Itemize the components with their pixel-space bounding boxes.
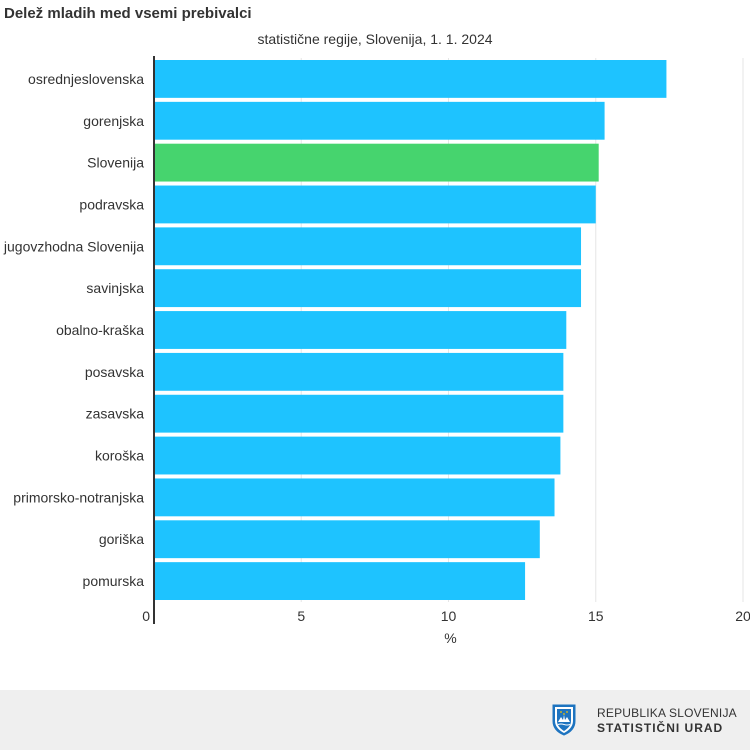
category-label: koroška	[95, 448, 144, 464]
bar	[154, 269, 582, 308]
chart-title: Delež mladih med vsemi prebivalci	[4, 5, 252, 22]
category-label: Slovenija	[87, 155, 144, 171]
bar	[154, 227, 582, 266]
category-label: primorsko-notranjska	[13, 489, 144, 505]
category-label: posavska	[85, 364, 144, 380]
category-label: zasavska	[86, 406, 145, 422]
x-tick-label: 15	[588, 608, 604, 624]
x-axis-label: %	[444, 630, 456, 646]
bar	[154, 436, 561, 475]
footer-office-label: STATISTIČNI URAD	[597, 721, 724, 735]
bar	[154, 311, 567, 349]
category-label: osrednjeslovenska	[28, 71, 144, 87]
category-label: goriška	[99, 531, 144, 547]
x-tick-label: 20	[735, 608, 750, 624]
bar	[154, 520, 540, 559]
category-label: savinjska	[86, 280, 144, 296]
category-label: obalno-kraška	[56, 322, 144, 338]
bar	[154, 60, 667, 98]
bar	[154, 352, 564, 391]
category-label: pomurska	[83, 573, 145, 589]
x-tick-label: 10	[441, 608, 457, 624]
category-label: podravska	[79, 196, 144, 212]
chart-subtitle: statistične regije, Slovenija, 1. 1. 202…	[257, 31, 493, 47]
bar	[154, 394, 564, 433]
bar	[154, 478, 555, 517]
category-label: gorenjska	[83, 113, 144, 129]
slovenia-coat-of-arms-icon	[552, 704, 576, 736]
bar	[154, 562, 526, 600]
bar-chart: osrednjeslovenska gorenjska Slovenija podra…	[3, 56, 750, 646]
bar	[154, 101, 605, 140]
bar	[154, 143, 599, 182]
x-tick-label: 0	[142, 608, 150, 624]
category-label: jugovzhodna Slovenija	[3, 238, 144, 254]
footer: REPUBLIKA SLOVENIJA STATISTIČNI URAD	[0, 690, 750, 750]
footer-republic-label: REPUBLIKA SLOVENIJA	[597, 706, 737, 720]
x-tick-label: 5	[297, 608, 305, 624]
bar	[154, 185, 596, 224]
